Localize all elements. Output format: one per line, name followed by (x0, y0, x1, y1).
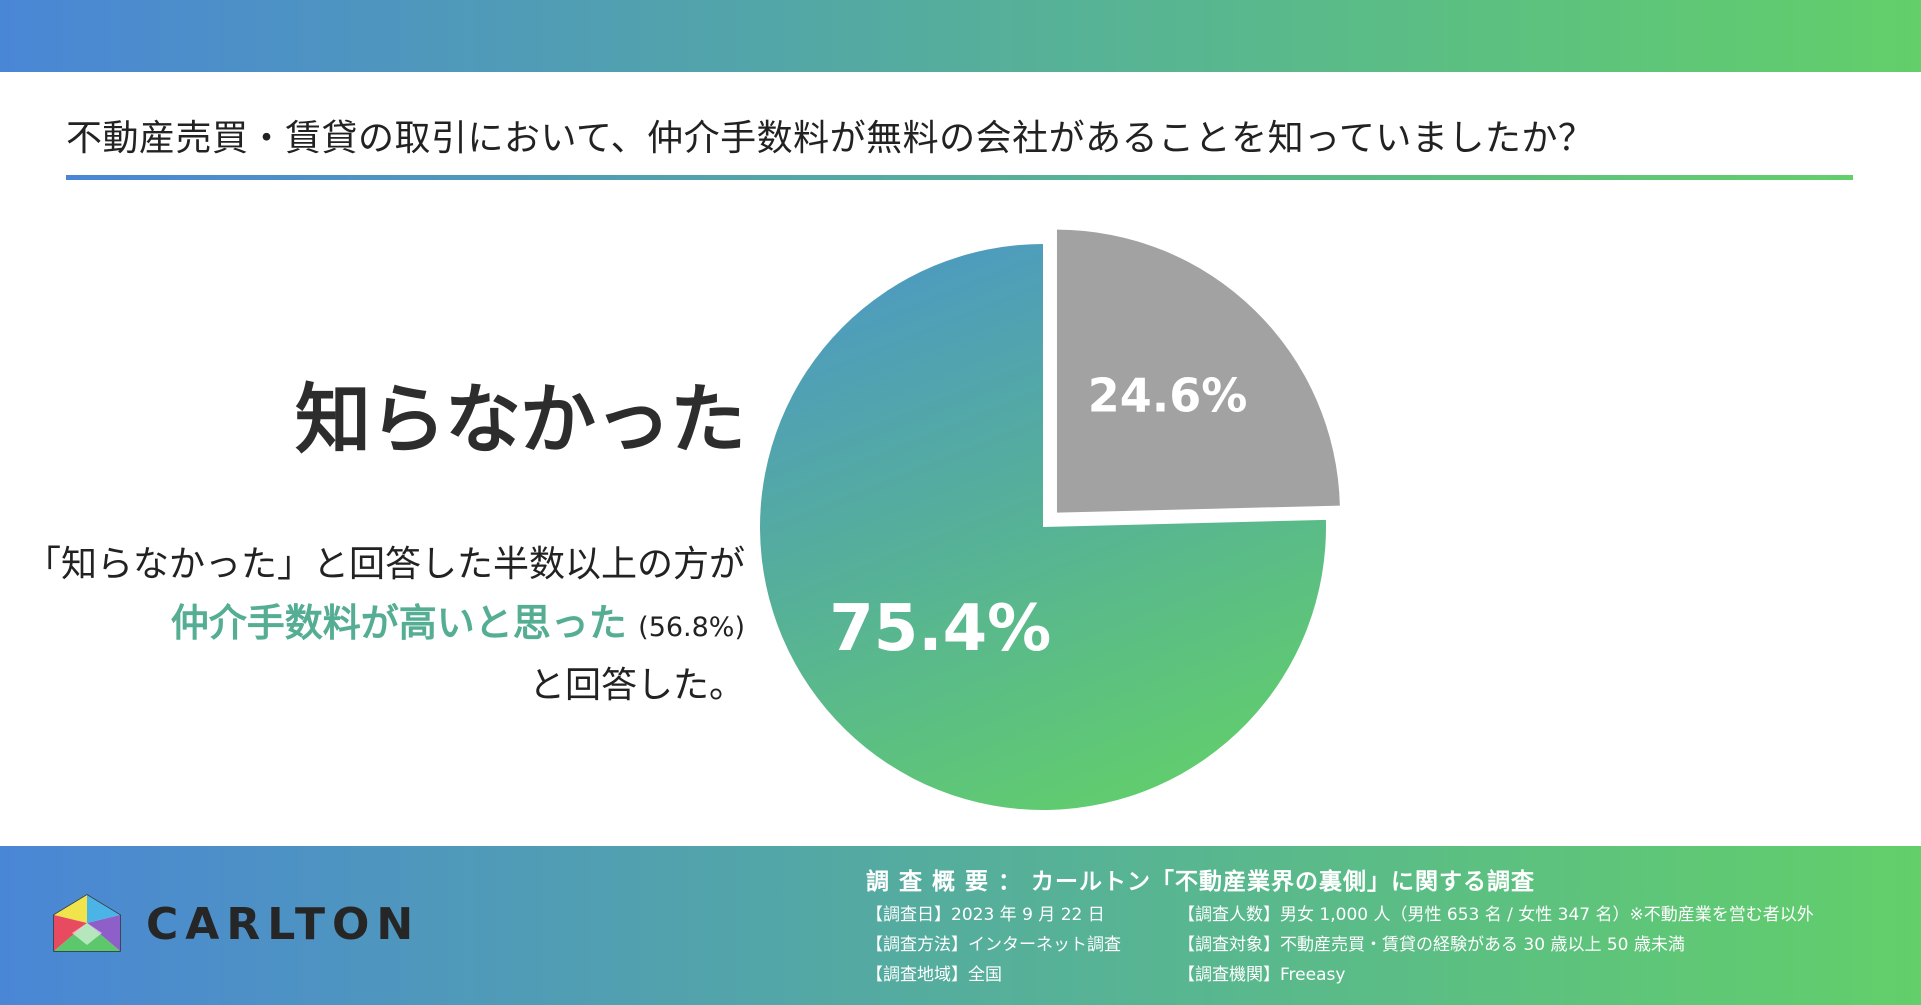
headline: 知らなかった (295, 375, 746, 464)
description-line-1: 「知らなかった」と回答した半数以上の方が (24, 544, 745, 585)
footer-band (0, 846, 1921, 1005)
description-line-3: と回答した。 (528, 665, 745, 706)
description-highlight-percent: (56.8%) (638, 612, 745, 643)
page-title: 不動産売買・賃貸の取引において、仲介手数料が無料の会社があることを知っていました… (66, 118, 1595, 159)
pie-slice-label-0: 24.6% (1088, 369, 1248, 423)
pie-slice-label-1: 75.4% (829, 592, 1051, 666)
survey-target: 【調査対象】不動産売買・賃貸の経験がある 30 歳以上 50 歳未満 (1178, 935, 1685, 955)
survey-respondents: 【調査人数】男女 1,000 人（男性 653 名 / 女性 347 名）※不動… (1178, 905, 1814, 925)
description-line-2: 仲介手数料が高いと思った (56.8%) (25, 594, 745, 657)
description: 「知らなかった」と回答した半数以上の方が 仲介手数料が高いと思った (56.8%… (25, 536, 745, 715)
description-highlight: 仲介手数料が高いと思った (170, 601, 627, 645)
survey-title: 調 査 概 要 ： カールトン「不動産業界の裏側」に関する調査 (866, 869, 1536, 895)
carlton-logo-icon (53, 894, 121, 952)
survey-date: 【調査日】2023 年 9 月 22 日 (866, 905, 1105, 925)
top-gradient-band (0, 0, 1921, 72)
survey-region: 【調査地域】全国 (866, 965, 1002, 985)
pie-slice-0 (1056, 229, 1340, 513)
title-underline (66, 175, 1853, 180)
brand-name: CARLTON (146, 899, 421, 950)
survey-agency: 【調査機関】Freeasy (1178, 965, 1346, 985)
pie-chart: 24.6% 75.4% (760, 229, 1340, 810)
pie-slice-1 (760, 244, 1326, 810)
survey-method: 【調査方法】インターネット調査 (866, 935, 1121, 955)
